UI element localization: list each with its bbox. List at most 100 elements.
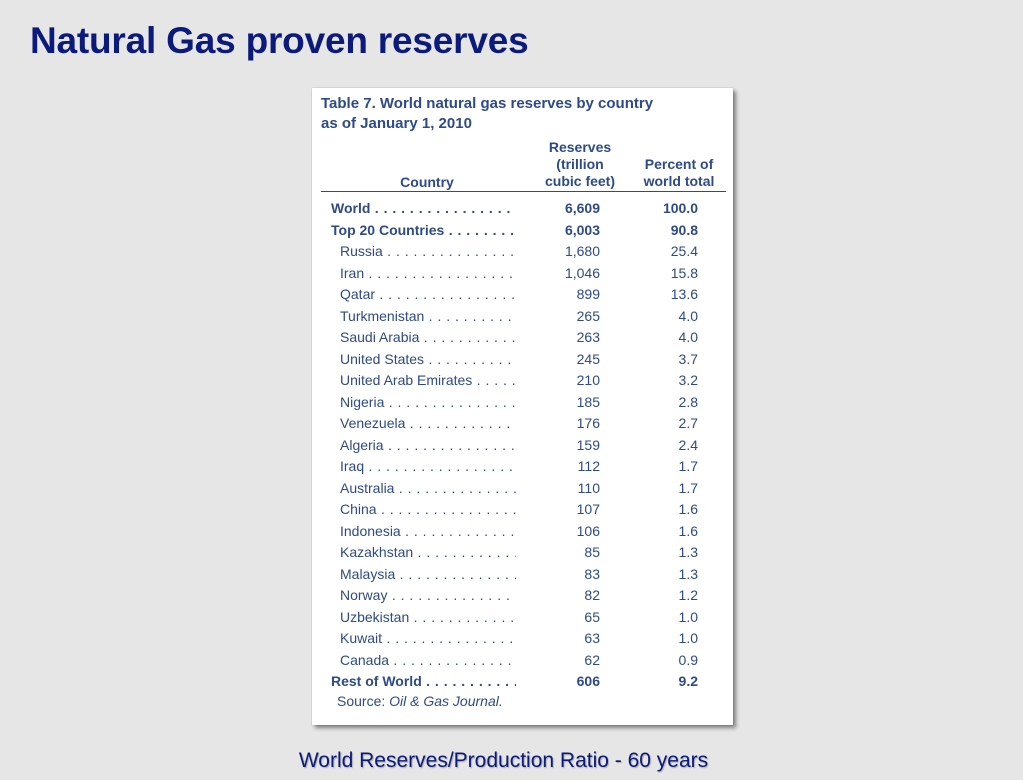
reserves-cell: 265 [576,307,600,324]
column-header-reserves: Reserves (trillion cubic feet) [534,139,626,190]
country-cell: Norway [340,586,516,605]
reserves-cell: 6,003 [564,221,600,238]
column-header-percent-line-2: world total [643,173,715,189]
country-cell: Kuwait [340,629,516,648]
reserves-cell: 899 [576,286,600,302]
country-cell: Malaysia [340,565,516,584]
percent-cell: 1.7 [678,458,698,474]
reserves-cell: 83 [584,565,600,582]
percent-cell: 25.4 [670,243,698,259]
country-cell: Canada [340,651,516,670]
country-cell: Qatar [340,285,516,304]
table-row: Rest of World 606 9.2 [312,672,733,694]
reserves-cell: 65 [584,608,600,625]
percent-cell: 4.0 [678,307,698,324]
table-row: Uzbekistan 65 1.0 [312,608,733,630]
percent-cell: 1.2 [678,587,698,603]
reserves-cell: 62 [584,651,600,668]
column-header-reserves-line-1: Reserves [548,139,612,155]
country-cell: China [340,500,516,519]
source-label: Source: [337,693,386,709]
table-row: Russia 1,680 25.4 [312,242,733,264]
percent-cell: 1.0 [678,608,698,625]
reserves-cell: 112 [577,458,600,474]
country-cell: Uzbekistan [340,608,516,627]
country-cell: World [331,199,516,218]
source-name: Oil & Gas Journal. [389,693,503,709]
country-cell: Kazakhstan [340,543,516,562]
country-cell: Top 20 Countries [331,221,516,240]
percent-cell: 3.7 [678,350,698,367]
table-row: Nigeria 185 2.8 [312,393,733,415]
country-cell: Australia [340,479,516,498]
table-row: United States 245 3.7 [312,350,733,372]
percent-cell: 100.0 [662,200,698,216]
table-row: Australia 110 1.7 [312,479,733,501]
percent-cell: 4.0 [678,329,698,345]
reserves-cell: 107 [576,501,600,517]
percent-cell: 1.0 [678,630,698,646]
percent-cell: 15.8 [670,264,698,281]
column-header-country: Country [400,174,454,190]
table-row: Kazakhstan 85 1.3 [312,543,733,565]
country-cell: Iran [340,264,516,283]
column-header-reserves-line-2: (trillion [556,156,604,172]
table-row: Iraq 112 1.7 [312,457,733,479]
table-title-line-2: as of January 1, 2010 [321,115,472,132]
country-cell: Rest of World [331,672,516,691]
reserves-cell: 110 [577,479,600,496]
table-row: Qatar 899 13.6 [312,285,733,307]
table-row: Algeria 159 2.4 [312,436,733,458]
table-row: Saudi Arabia 263 4.0 [312,328,733,350]
percent-cell: 1.3 [678,565,698,582]
table-row: United Arab Emirates 210 3.2 [312,371,733,393]
reserves-cell: 106 [576,522,600,539]
reserves-cell: 176 [576,415,600,431]
table-source: Source: Oil & Gas Journal. [337,693,503,709]
slide-title: Natural Gas proven reserves [30,20,529,61]
reserves-cell: 1,046 [564,264,600,281]
country-cell: Russia [340,242,516,261]
reserves-cell: 210 [576,372,600,388]
table-row: Turkmenistan 265 4.0 [312,307,733,329]
percent-cell: 2.8 [678,393,698,410]
percent-cell: 13.6 [670,286,698,302]
table-body: World 6,609 100.0 Top 20 Countries 6,003 90.8… [312,199,733,694]
percent-cell: 1.7 [678,479,698,496]
percent-cell: 1.6 [678,501,698,517]
percent-cell: 2.7 [678,415,698,431]
table-title: Table 7. World natural gas reserves by c… [321,94,653,134]
table-row: Kuwait 63 1.0 [312,629,733,651]
percent-cell: 90.8 [670,221,698,238]
column-header-reserves-line-3: cubic feet) [544,173,615,189]
country-cell: United Arab Emirates [340,371,516,390]
reserves-cell: 63 [584,630,600,646]
reserves-table-card: Table 7. World natural gas reserves by c… [312,88,733,725]
country-cell: Algeria [340,436,516,455]
table-row: Malaysia 83 1.3 [312,565,733,587]
country-cell: Turkmenistan [340,307,516,326]
country-cell: Venezuela [340,414,516,433]
reserves-cell: 85 [584,544,600,560]
country-cell: Indonesia [340,522,516,541]
table-title-line-1: Table 7. World natural gas reserves by c… [321,95,654,112]
percent-cell: 1.3 [678,544,698,560]
header-divider [321,191,726,192]
column-header-percent-line-1: Percent of [644,156,714,172]
country-cell: Saudi Arabia [340,328,516,347]
table-row: Canada 62 0.9 [312,651,733,673]
table-row: Iran 1,046 15.8 [312,264,733,286]
table-row: World 6,609 100.0 [312,199,733,221]
country-cell: Nigeria [340,393,516,412]
percent-cell: 3.2 [678,372,698,388]
percent-cell: 2.4 [678,436,698,453]
table-row: Indonesia 106 1.6 [312,522,733,544]
column-header-percent: Percent of world total [634,156,724,190]
table-row: China 107 1.6 [312,500,733,522]
reserves-cell: 6,609 [564,200,600,216]
table-row: Venezuela 176 2.7 [312,414,733,436]
table-row: Norway 82 1.2 [312,586,733,608]
table-row: Top 20 Countries 6,003 90.8 [312,221,733,243]
country-cell: United States [340,350,516,369]
reserves-cell: 82 [584,587,600,603]
